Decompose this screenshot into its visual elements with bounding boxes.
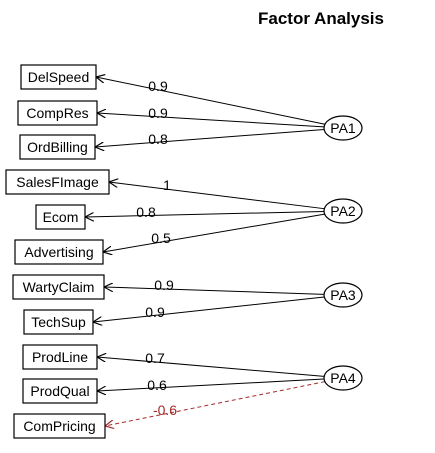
loading-edge-prodline xyxy=(97,357,325,377)
variable-box-ecom xyxy=(35,204,86,230)
variable-box-prodline xyxy=(22,344,98,370)
loading-label-wartyclaim: 0.9 xyxy=(154,277,174,293)
loading-label-techsup: 0.9 xyxy=(145,304,165,320)
loading-edge-delspeed xyxy=(96,77,326,125)
variable-label-compres: CompRes xyxy=(26,105,88,121)
variable-box-ordbilling xyxy=(19,134,96,160)
variable-box-salesfimage xyxy=(5,169,110,195)
factor-node-pa4 xyxy=(323,365,363,391)
variable-label-techsup: TechSup xyxy=(31,314,86,330)
loading-edge-compricing xyxy=(105,381,325,426)
loading-edge-prodqual xyxy=(97,378,325,391)
variable-box-delspeed xyxy=(20,64,97,90)
variable-box-compricing xyxy=(13,413,106,439)
factor-label-pa2: PA2 xyxy=(330,203,356,219)
loading-edge-ecom xyxy=(85,210,325,217)
variable-label-wartyclaim: WartyClaim xyxy=(23,279,95,295)
loading-label-prodline: 0.7 xyxy=(145,350,165,366)
loading-edge-compres xyxy=(97,113,325,128)
loading-label-ecom: 0.8 xyxy=(136,204,156,220)
variable-label-ordbilling: OrdBilling xyxy=(27,139,88,155)
variable-label-ecom: Ecom xyxy=(43,209,79,225)
loading-edge-advertising xyxy=(103,213,325,252)
loading-edge-techsup xyxy=(93,296,325,322)
variable-box-techsup xyxy=(23,309,94,335)
variable-label-prodline: ProdLine xyxy=(32,349,88,365)
variable-label-salesfimage: SalesFImage xyxy=(16,174,99,190)
factor-label-pa4: PA4 xyxy=(330,370,356,386)
loading-label-delspeed: 0.9 xyxy=(148,78,168,94)
variable-label-prodqual: ProdQual xyxy=(30,383,89,399)
loading-label-salesfimage: 1 xyxy=(163,177,171,193)
variable-boxes: DelSpeed CompRes OrdBilling SalesFImage Ecom… xyxy=(5,64,110,439)
factor-node-pa3 xyxy=(323,282,363,308)
variable-label-compricing: ComPricing xyxy=(23,418,95,434)
variable-label-delspeed: DelSpeed xyxy=(28,69,90,85)
loading-label-compres: 0.9 xyxy=(148,105,168,121)
variable-box-advertising xyxy=(14,239,104,265)
loading-label-prodqual: 0.6 xyxy=(147,377,167,393)
factor-label-pa3: PA3 xyxy=(330,287,356,303)
loading-edge-salesfimage xyxy=(109,182,325,210)
loading-edge-wartyclaim xyxy=(104,287,325,295)
loading-edge-ordbilling xyxy=(95,128,325,147)
variable-box-prodqual xyxy=(22,378,98,404)
factor-node-pa2 xyxy=(323,198,363,224)
variable-box-compres xyxy=(17,100,98,126)
variable-box-wartyclaim xyxy=(12,274,105,300)
loading-label-ordbilling: 0.8 xyxy=(148,131,168,147)
loading-edges: 0.9 0.9 0.8 1 0.8 0.5 0.9 0.9 0.7 0.6 -0.6 xyxy=(85,77,326,426)
loading-label-compricing: -0.6 xyxy=(153,402,177,418)
variable-label-advertising: Advertising xyxy=(24,244,93,260)
factor-label-pa1: PA1 xyxy=(330,120,356,136)
factor-nodes: PA1 PA2 PA3 PA4 xyxy=(323,115,363,391)
factor-node-pa1 xyxy=(323,115,363,141)
diagram-title: Factor Analysis xyxy=(258,9,384,28)
loading-label-advertising: 0.5 xyxy=(151,230,171,246)
